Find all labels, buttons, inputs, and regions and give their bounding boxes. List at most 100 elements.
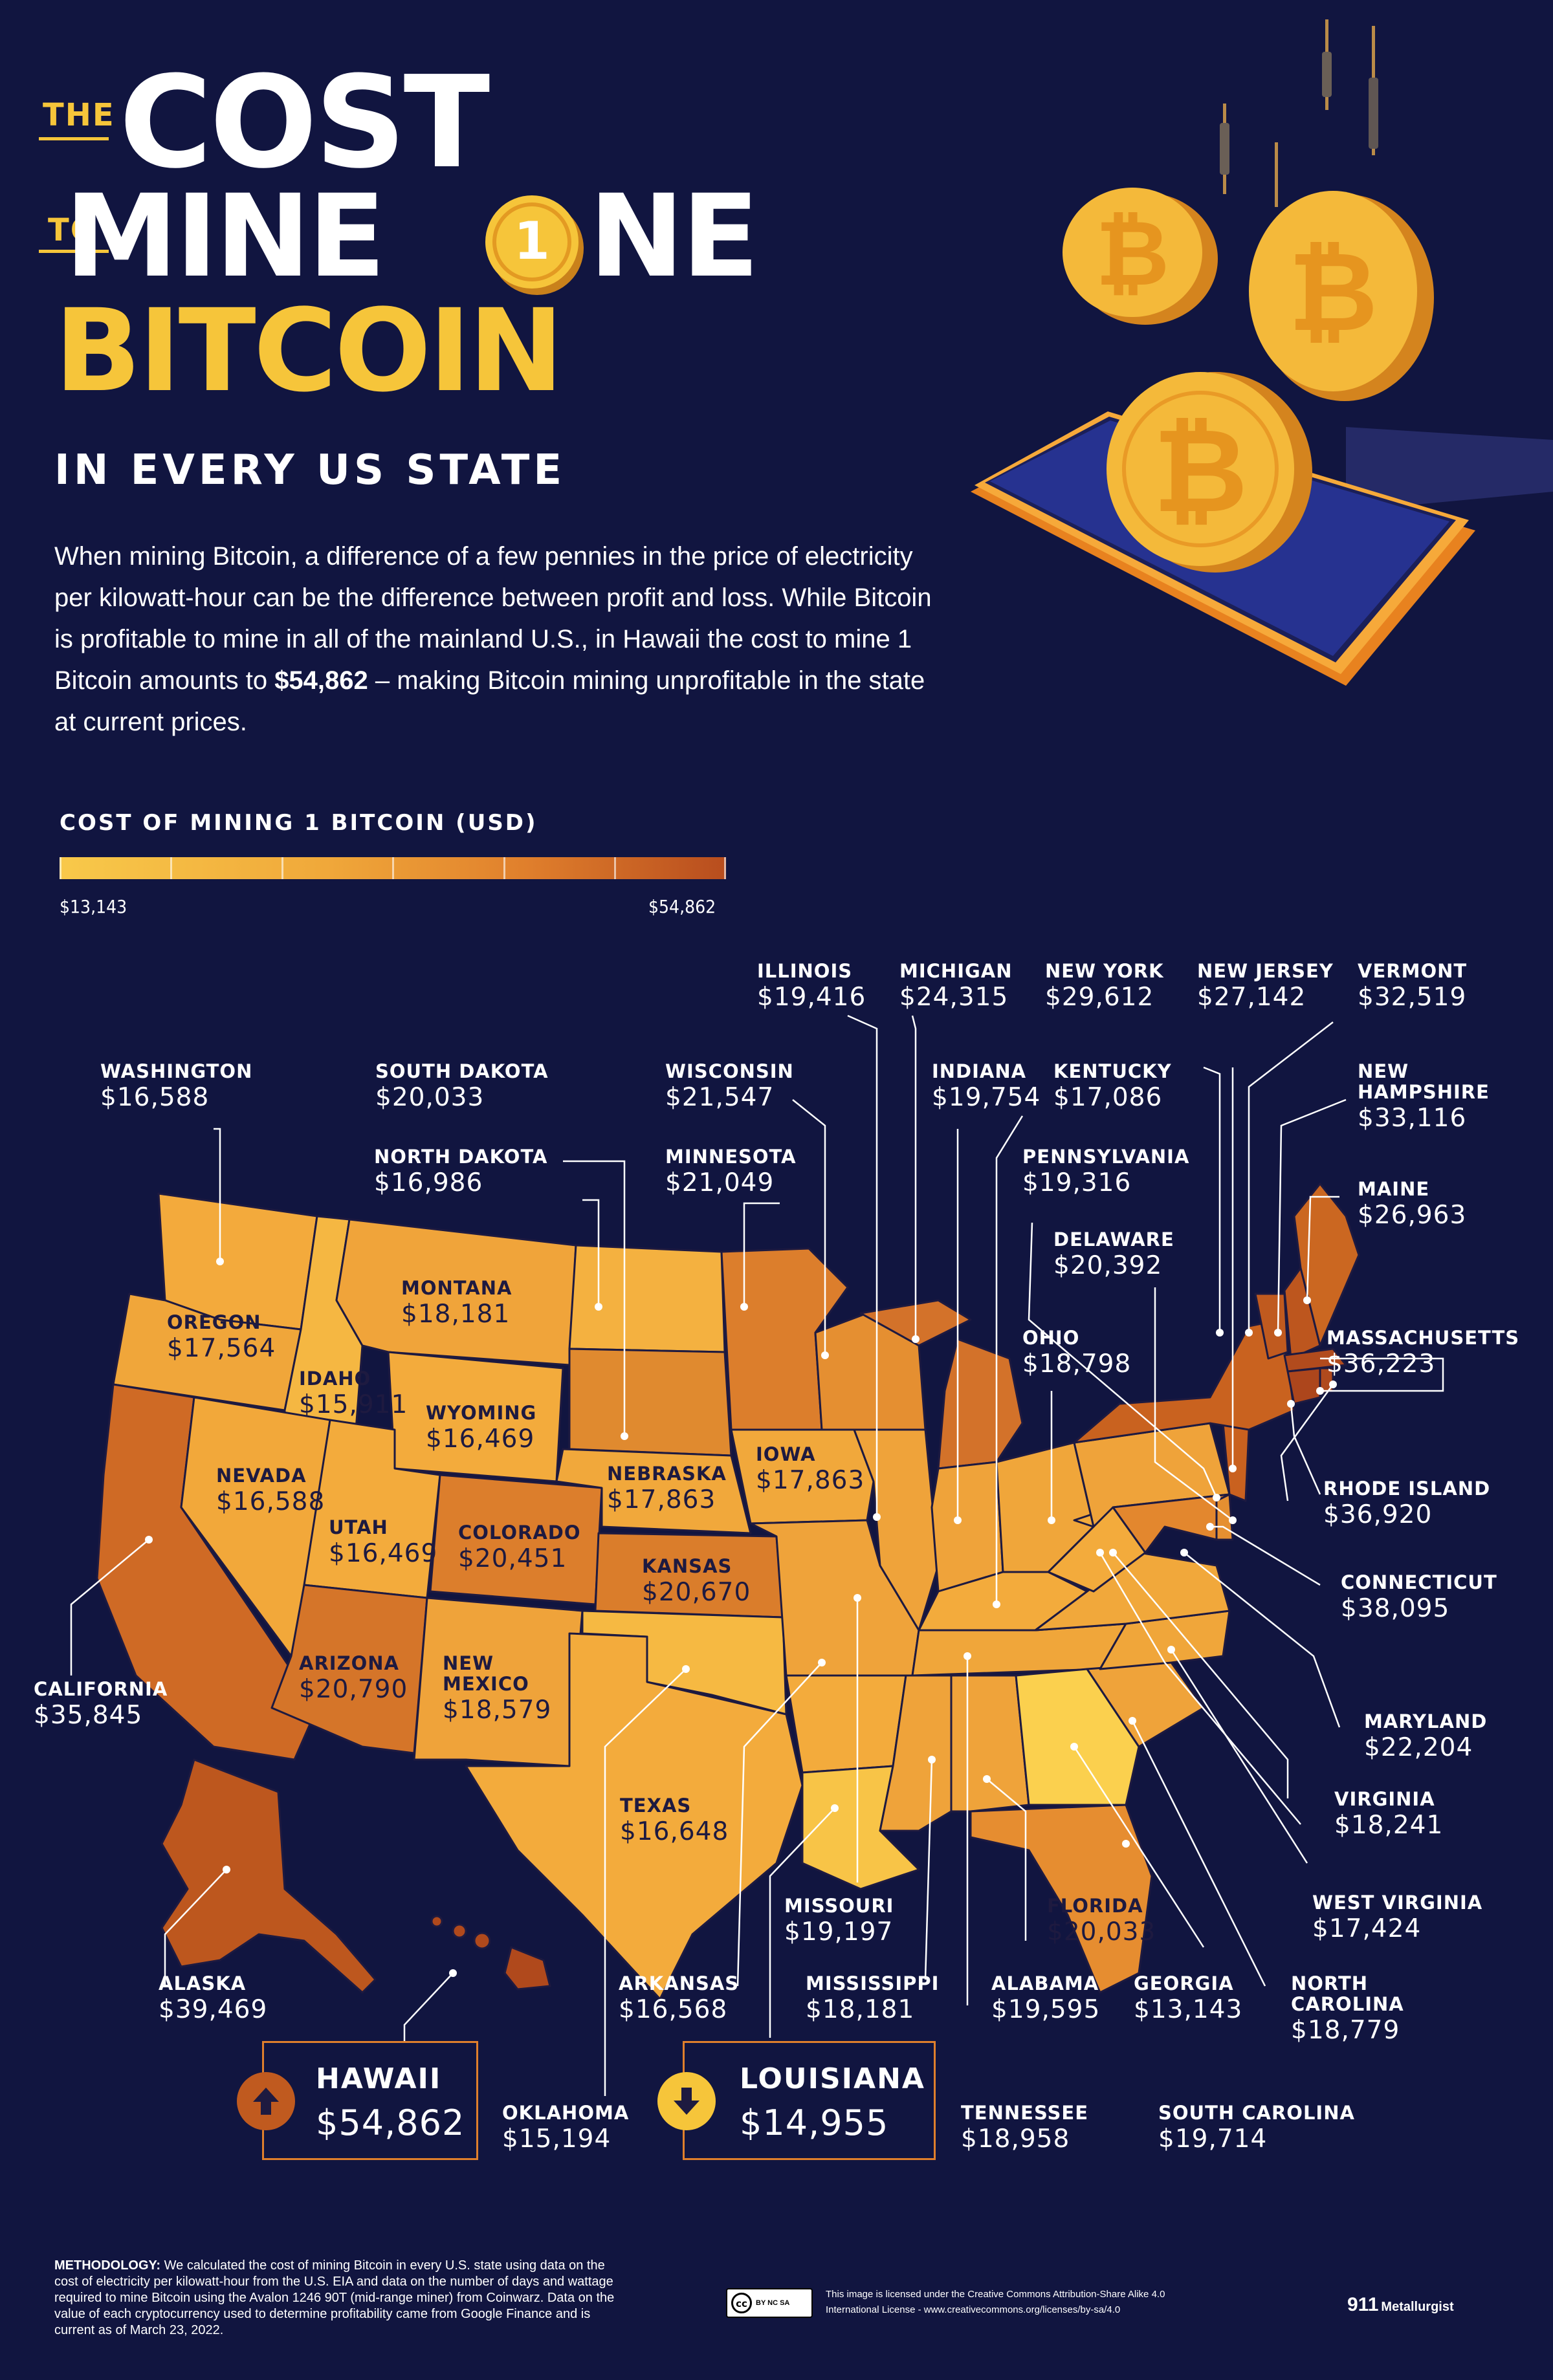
title-the: THE bbox=[43, 97, 115, 133]
cc-terms: BY NC SA bbox=[756, 2299, 790, 2307]
label-mississippi: MISSISSIPPI $18,181 bbox=[806, 1972, 940, 2024]
label-south-carolina: SOUTH CAROLINA $19,714 bbox=[1158, 2102, 1355, 2154]
callout-louisiana-value: $14,955 bbox=[740, 2102, 889, 2143]
label-kansas: KANSAS $20,670 bbox=[642, 1555, 751, 1607]
label-ohio: OHIO $18,798 bbox=[1022, 1327, 1132, 1379]
label-arizona: ARIZONA $20,790 bbox=[299, 1652, 408, 1704]
label-virginia: VIRGINIA $18,241 bbox=[1334, 1788, 1444, 1840]
state-vermont bbox=[1254, 1293, 1289, 1360]
title-to: TO bbox=[48, 212, 98, 248]
cc-icon: cc bbox=[731, 2293, 752, 2313]
title-the-underline bbox=[39, 137, 109, 140]
svg-text:₿: ₿ bbox=[1153, 404, 1248, 539]
label-texas: TEXAS $16,648 bbox=[620, 1795, 729, 1846]
state-texas bbox=[465, 1632, 804, 2000]
label-maine: MAINE $26,963 bbox=[1358, 1178, 1467, 1230]
state-massachusetts bbox=[1283, 1348, 1347, 1373]
label-utah: UTAH $16,469 bbox=[329, 1516, 438, 1568]
label-california: CALIFORNIA $35,845 bbox=[34, 1678, 168, 1730]
state-new-york bbox=[1073, 1318, 1295, 1444]
bitcoin-coin-icon: ₿ bbox=[1249, 191, 1434, 401]
label-west-virginia: WEST VIRGINIA $17,424 bbox=[1312, 1892, 1483, 1943]
label-illinois: ILLINOIS $19,416 bbox=[757, 960, 866, 1012]
state-alaska bbox=[160, 1758, 377, 1994]
label-pennsylvania: PENNSYLVANIA $19,316 bbox=[1022, 1146, 1190, 1197]
state-arkansas bbox=[785, 1674, 907, 1774]
brand-number: 911 bbox=[1347, 2294, 1379, 2315]
bitcoin-coin-icon: ₿ bbox=[1063, 188, 1218, 325]
label-new-york: NEW YORK $29,612 bbox=[1045, 960, 1164, 1012]
label-arkansas: ARKANSAS $16,568 bbox=[619, 1972, 740, 2024]
label-washington: WASHINGTON $16,588 bbox=[100, 1060, 253, 1112]
label-nevada: NEVADA $16,588 bbox=[216, 1465, 325, 1516]
legend-title: COST OF MINING 1 BITCOIN (USD) bbox=[60, 810, 538, 836]
label-south-dakota: SOUTH DAKOTA $20,033 bbox=[375, 1060, 549, 1112]
callout-hawaii: HAWAII $54,862 bbox=[237, 2041, 478, 2160]
state-georgia bbox=[1015, 1668, 1140, 1806]
label-georgia: GEORGIA $13,143 bbox=[1134, 1972, 1243, 2024]
state-maine bbox=[1293, 1183, 1360, 1347]
label-montana: MONTANA $18,181 bbox=[401, 1277, 512, 1329]
label-new-jersey: NEW JERSEY $27,142 bbox=[1197, 960, 1334, 1012]
coin-letter-icon: 1 bbox=[485, 195, 584, 295]
label-wisconsin: WISCONSIN $21,547 bbox=[665, 1060, 794, 1112]
label-connecticut: CONNECTICUT $38,095 bbox=[1341, 1571, 1497, 1623]
state-hawaii-island bbox=[452, 1923, 467, 1939]
intro-text-before: When mining Bitcoin, a difference of a f… bbox=[54, 542, 932, 695]
label-vermont: VERMONT $32,519 bbox=[1358, 960, 1468, 1012]
intro-text-after: – making Bitcoin mining unprofitable in … bbox=[54, 666, 925, 736]
title-mine: MINE bbox=[65, 170, 386, 303]
state-hawaii bbox=[503, 1946, 551, 1991]
state-connecticut bbox=[1286, 1367, 1321, 1405]
state-south-dakota bbox=[568, 1348, 732, 1457]
label-iowa: IOWA $17,863 bbox=[756, 1443, 865, 1495]
label-florida: FLORIDA $20,033 bbox=[1047, 1895, 1156, 1947]
callout-louisiana: LOUISIANA $14,955 bbox=[657, 2041, 936, 2160]
methodology-text: We calculated the cost of mining Bitcoin… bbox=[54, 2258, 615, 2337]
title-cost: COST bbox=[119, 49, 490, 197]
legend-gradient-bar bbox=[60, 857, 726, 879]
label-new-mexico: NEW MEXICO $18,579 bbox=[443, 1652, 552, 1725]
legend-max-label: $54,862 bbox=[648, 896, 716, 917]
title-to-underline bbox=[39, 250, 109, 253]
state-hawaii-island bbox=[473, 1932, 491, 1950]
label-kentucky: KENTUCKY $17,086 bbox=[1053, 1060, 1172, 1112]
bitcoin-coin-icon: ₿ bbox=[1107, 372, 1312, 573]
coin-digit: 1 bbox=[514, 211, 550, 271]
intro-paragraph: When mining Bitcoin, a difference of a f… bbox=[54, 536, 941, 743]
label-north-dakota: NORTH DAKOTA $16,986 bbox=[374, 1146, 548, 1197]
brand-logo: 911 Metallurgist bbox=[1347, 2294, 1454, 2316]
label-tennessee: TENNESSEE $18,958 bbox=[961, 2102, 1089, 2154]
label-oregon: OREGON $17,564 bbox=[167, 1311, 276, 1363]
methodology-label: METHODOLOGY: bbox=[54, 2258, 161, 2273]
phone-coins-illustration: ₿ ₿ ₿ bbox=[971, 19, 1553, 686]
intro-highlight: $54,862 bbox=[274, 666, 368, 695]
callout-hawaii-name: HAWAII bbox=[316, 2062, 442, 2095]
state-hawaii-island bbox=[430, 1915, 443, 1928]
candlestick-icon bbox=[1220, 19, 1378, 207]
label-rhode-island: RHODE ISLAND $36,920 bbox=[1323, 1478, 1491, 1529]
title-bitcoin: BITCOIN bbox=[54, 285, 564, 417]
arrow-down-icon bbox=[657, 2072, 716, 2130]
state-north-carolina bbox=[1099, 1610, 1231, 1670]
label-alabama: ALABAMA $19,595 bbox=[991, 1972, 1101, 2024]
state-nebraska bbox=[555, 1448, 752, 1534]
label-alaska: ALASKA $39,469 bbox=[159, 1972, 268, 2024]
title-one-rest: NE bbox=[589, 170, 760, 303]
state-delaware bbox=[1215, 1493, 1234, 1541]
label-missouri: MISSOURI $19,197 bbox=[784, 1895, 894, 1947]
label-delaware: DELAWARE $20,392 bbox=[1053, 1228, 1174, 1280]
state-virginia bbox=[1034, 1551, 1231, 1632]
brand-name: Metallurgist bbox=[1381, 2300, 1454, 2314]
cc-license-badge: cc BY NC SA bbox=[726, 2288, 813, 2318]
state-michigan bbox=[937, 1338, 1024, 1470]
label-nebraska: NEBRASKA $17,863 bbox=[607, 1463, 727, 1514]
label-oklahoma: OKLAHOMA $15,194 bbox=[502, 2102, 630, 2154]
leader-dots bbox=[145, 1258, 1337, 1977]
label-idaho: IDAHO $15,911 bbox=[299, 1368, 408, 1419]
svg-text:₿: ₿ bbox=[1096, 201, 1169, 307]
license-text[interactable]: This image is licensed under the Creativ… bbox=[826, 2289, 1165, 2315]
label-colorado: COLORADO $20,451 bbox=[458, 1522, 581, 1573]
state-new-mexico bbox=[413, 1597, 584, 1767]
